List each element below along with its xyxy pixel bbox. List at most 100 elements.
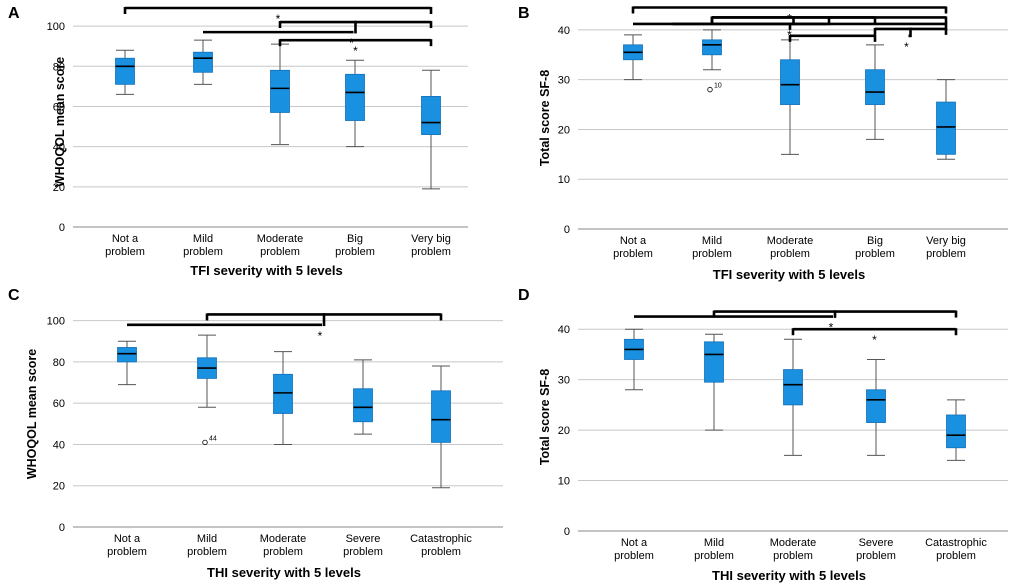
category-label: problem: [260, 246, 300, 258]
category-label: Mild: [193, 233, 213, 245]
box-iqr: [866, 389, 886, 423]
category-label: Not a: [114, 533, 141, 545]
y-axis-label: Total score SF-8: [538, 369, 552, 465]
x-axis-label: TFI severity with 5 levels: [190, 263, 342, 278]
y-tick-label: 40: [558, 25, 570, 37]
box-iqr: [353, 388, 373, 423]
category-label: Severe: [346, 533, 381, 545]
category-label: problem: [421, 546, 461, 558]
outlier-point: [202, 439, 208, 446]
box-iqr: [865, 69, 885, 105]
box-iqr: [421, 96, 441, 135]
significance-star: *: [318, 329, 323, 343]
y-tick-label: 0: [564, 224, 570, 236]
y-axis-label: WHOQOL mean score: [25, 349, 39, 479]
y-tick-label: 10: [558, 174, 570, 186]
category-label: Mild: [704, 537, 724, 549]
category-label: Mild: [197, 533, 217, 545]
box-iqr: [273, 373, 293, 414]
significance-star: *: [829, 321, 834, 335]
category-label: Big: [867, 235, 883, 247]
significance-star: *: [353, 44, 358, 58]
y-tick-label: 10: [558, 476, 570, 488]
box-iqr: [936, 101, 956, 155]
box-iqr: [345, 73, 365, 121]
category-label: problem: [926, 248, 966, 260]
y-tick-label: 20: [558, 124, 570, 136]
category-label: Big: [347, 233, 363, 245]
y-tick-label: 20: [53, 182, 65, 194]
category-label: problem: [183, 246, 223, 258]
significance-star: *: [276, 12, 281, 26]
category-label: problem: [856, 550, 896, 562]
category-label: problem: [187, 546, 227, 558]
x-axis-label: TFI severity with 5 levels: [713, 267, 865, 282]
y-tick-label: 60: [53, 398, 65, 410]
category-label: Moderate: [257, 233, 303, 245]
category-label: problem: [335, 246, 375, 258]
significance-star: *: [872, 333, 877, 347]
box-iqr: [270, 69, 290, 113]
category-label: problem: [855, 248, 895, 260]
category-label: Very big: [411, 233, 451, 245]
category-label: Very big: [926, 235, 966, 247]
box-iqr: [431, 390, 451, 443]
box-iqr: [193, 51, 213, 73]
category-label: problem: [614, 550, 654, 562]
y-tick-label: 80: [53, 61, 65, 73]
panel-label: C: [8, 287, 20, 304]
category-label: problem: [773, 550, 813, 562]
y-tick-label: 100: [47, 316, 65, 328]
box-iqr: [780, 59, 800, 105]
category-label: Mild: [702, 235, 722, 247]
category-label: problem: [263, 546, 303, 558]
category-label: problem: [343, 546, 383, 558]
category-label: Not a: [112, 233, 139, 245]
category-label: problem: [107, 546, 147, 558]
category-label: Catastrophic: [410, 533, 472, 545]
category-label: problem: [105, 246, 145, 258]
y-tick-label: 100: [47, 21, 65, 33]
category-label: Moderate: [260, 533, 306, 545]
x-axis-label: THI severity with 5 levels: [712, 568, 866, 583]
panel-label: A: [8, 5, 20, 22]
category-label: problem: [694, 550, 734, 562]
y-tick-label: 0: [564, 526, 570, 538]
box-iqr: [115, 57, 135, 85]
y-tick-label: 40: [53, 439, 65, 451]
category-label: Severe: [859, 537, 894, 549]
box-iqr: [783, 369, 803, 406]
category-label: Moderate: [767, 235, 813, 247]
category-label: problem: [692, 248, 732, 260]
category-label: Not a: [621, 537, 648, 549]
panel-label: D: [518, 287, 530, 304]
y-tick-label: 40: [558, 324, 570, 336]
y-axis-label: Total score SF-8: [538, 70, 552, 166]
y-tick-label: 20: [558, 425, 570, 437]
y-tick-label: 80: [53, 357, 65, 369]
y-tick-label: 30: [558, 75, 570, 87]
category-label: Not a: [620, 235, 647, 247]
box-iqr: [702, 39, 722, 56]
x-axis-label: THI severity with 5 levels: [207, 565, 361, 580]
box-iqr: [946, 414, 966, 449]
category-label: problem: [411, 246, 451, 258]
y-axis-label: WHOQOL mean score: [53, 57, 67, 187]
y-tick-label: 0: [59, 522, 65, 534]
outlier-label: 44: [209, 435, 217, 442]
box-iqr: [704, 341, 724, 383]
box-iqr: [117, 347, 137, 363]
category-label: Moderate: [770, 537, 816, 549]
y-tick-label: 40: [53, 142, 65, 154]
y-tick-label: 20: [53, 481, 65, 493]
category-label: problem: [613, 248, 653, 260]
significance-star: *: [904, 40, 909, 54]
category-label: problem: [936, 550, 976, 562]
significance-star: *: [349, 36, 354, 50]
category-label: Catastrophic: [925, 537, 987, 549]
category-label: problem: [770, 248, 810, 260]
y-tick-label: 60: [53, 101, 65, 113]
outlier-point: [707, 86, 713, 93]
panel-label: B: [518, 5, 530, 22]
